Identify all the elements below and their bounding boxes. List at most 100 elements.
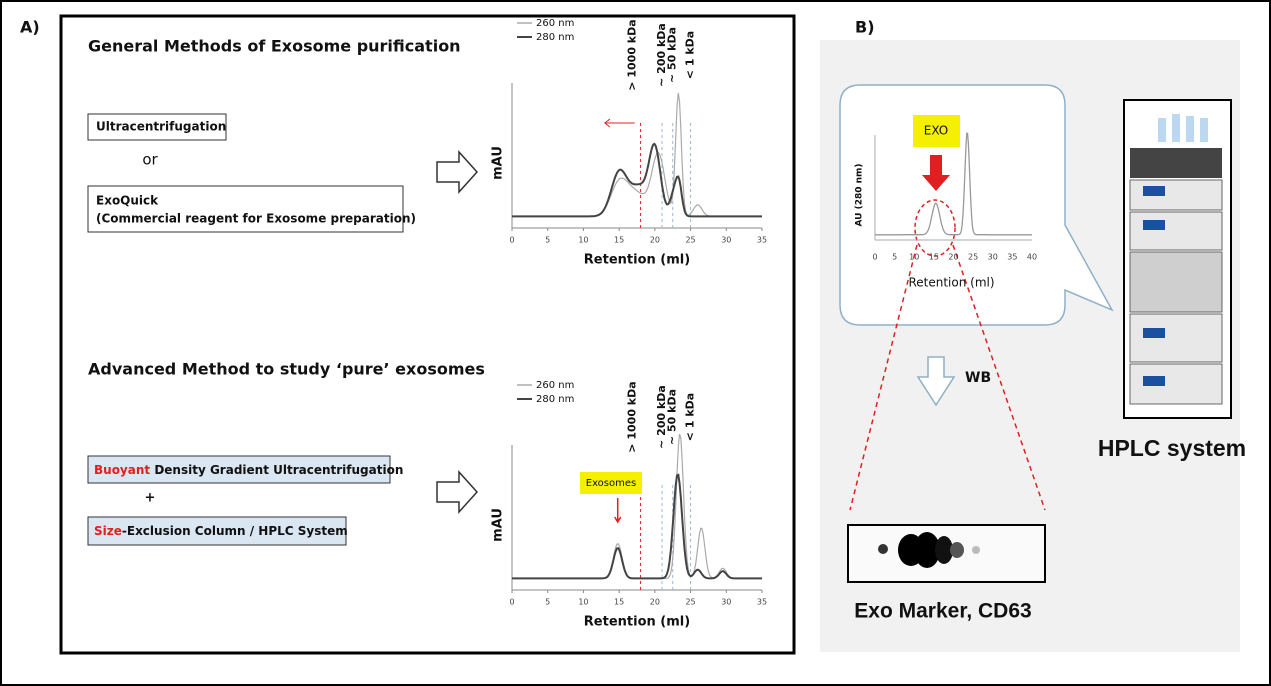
panel-a-frame	[59, 14, 796, 655]
x-tick-label: 30	[988, 253, 998, 262]
bottle	[1200, 118, 1208, 142]
bottle	[1158, 118, 1166, 142]
size-marker: > 1000 kDa	[626, 19, 639, 90]
panel-label: A)	[20, 18, 40, 37]
x-tick-label: 30	[721, 598, 731, 607]
exosome-arrow	[614, 498, 622, 524]
method-text: Buoyant Density Gradient Ultracentrifuga…	[94, 463, 403, 477]
band	[935, 536, 953, 564]
size-marker: ~ 50 kDa	[666, 389, 679, 445]
x-tick-label: 15	[614, 598, 624, 607]
x-tick-label: 20	[650, 236, 660, 245]
trace-280	[512, 142, 762, 218]
method-text: (Commercial reagent for Exosome preparat…	[96, 212, 416, 226]
band	[878, 544, 888, 554]
zoom-line	[952, 244, 1046, 511]
highlight-circle	[914, 199, 956, 257]
x-tick-label: 35	[1007, 253, 1017, 262]
size-marker: ~ 200 kDa	[655, 23, 668, 87]
x-tick-label: 20	[948, 253, 958, 262]
x-tick-label: 15	[929, 253, 939, 262]
x-axis-label: Retention (ml)	[584, 615, 690, 630]
method-box	[87, 113, 227, 141]
x-tick-label: 0	[872, 253, 877, 262]
method-box	[87, 185, 404, 233]
y-axis-label: mAU	[491, 146, 506, 180]
x-axis-label: Retention (ml)	[584, 253, 690, 268]
red-arrow	[604, 118, 635, 128]
legend-label: 280 nm	[536, 394, 574, 405]
x-tick-label: 10	[578, 598, 588, 607]
bottle	[1172, 114, 1180, 142]
x-tick-label: 15	[614, 236, 624, 245]
x-tick-label: 25	[685, 598, 695, 607]
highlight: Buoyant	[94, 463, 150, 477]
or-text: or	[142, 151, 158, 169]
size-marker: < 1 kDa	[684, 31, 697, 79]
hplc-caption: HPLC system	[1098, 435, 1246, 461]
module	[1129, 211, 1223, 251]
legend-label: 260 nm	[536, 380, 574, 391]
x-tick-label: 25	[968, 253, 978, 262]
size-marker: < 1 kDa	[684, 393, 697, 441]
zoom-line	[849, 244, 918, 511]
x-tick-label: 30	[721, 236, 731, 245]
y-axis-label: mAU	[491, 508, 506, 542]
method-text: Size-Exclusion Column / HPLC System	[94, 524, 348, 538]
callout	[839, 84, 1114, 326]
x-tick-label: 0	[509, 236, 514, 245]
size-marker: ~ 200 kDa	[655, 385, 668, 449]
red-arrow	[922, 155, 950, 191]
trace	[875, 132, 1032, 236]
text: -Exclusion Column / HPLC System	[122, 524, 348, 538]
section-title: General Methods of Exosome purification	[88, 37, 461, 56]
size-marker: ~ 50 kDa	[666, 27, 679, 83]
display	[1143, 328, 1165, 338]
legend-label: 280 nm	[536, 32, 574, 43]
y-axis-label: AU (280 nm)	[855, 163, 865, 226]
x-tick-label: 25	[685, 236, 695, 245]
band	[972, 546, 980, 554]
x-tick-label: 35	[757, 236, 767, 245]
arrow	[436, 470, 479, 514]
wb-text: WB	[965, 370, 991, 386]
band	[914, 532, 940, 568]
bottle	[1186, 116, 1194, 142]
hplc-instrument	[1123, 99, 1232, 419]
display	[1143, 220, 1165, 230]
trace-280	[512, 473, 762, 580]
x-axis-label: Retention (ml)	[908, 276, 994, 290]
method-text: ExoQuick	[96, 194, 159, 208]
exo-tag	[913, 115, 960, 147]
x-tick-label: 10	[909, 253, 919, 262]
plus-text: +	[145, 491, 156, 506]
x-tick-label: 20	[650, 598, 660, 607]
blot-caption: Exo Marker, CD63	[854, 600, 1031, 623]
section-title: Advanced Method to study ‘pure’ exosomes	[88, 360, 485, 379]
exo-text: EXO	[924, 124, 948, 138]
x-tick-label: 40	[1027, 253, 1037, 262]
exosome-text: Exosomes	[586, 478, 636, 489]
arrow	[436, 150, 479, 194]
size-marker: > 1000 kDa	[626, 381, 639, 452]
band	[950, 542, 964, 558]
x-tick-label: 5	[545, 598, 550, 607]
module	[1129, 251, 1223, 313]
text: Density Gradient Ultracentrifugation	[150, 463, 403, 477]
module	[1130, 148, 1222, 178]
panel-label: B)	[855, 18, 875, 37]
display	[1143, 186, 1165, 196]
highlight: Size	[94, 524, 122, 538]
x-tick-label: 10	[578, 236, 588, 245]
method-box	[87, 516, 347, 546]
x-tick-label: 5	[545, 236, 550, 245]
wb-arrow	[916, 356, 956, 407]
display	[1143, 376, 1165, 386]
method-box	[87, 455, 391, 484]
x-tick-label: 0	[509, 598, 514, 607]
legend-label: 260 nm	[536, 18, 574, 29]
method-text: Ultracentrifugation	[96, 120, 226, 134]
x-tick-label: 35	[757, 598, 767, 607]
x-tick-label: 5	[892, 253, 897, 262]
